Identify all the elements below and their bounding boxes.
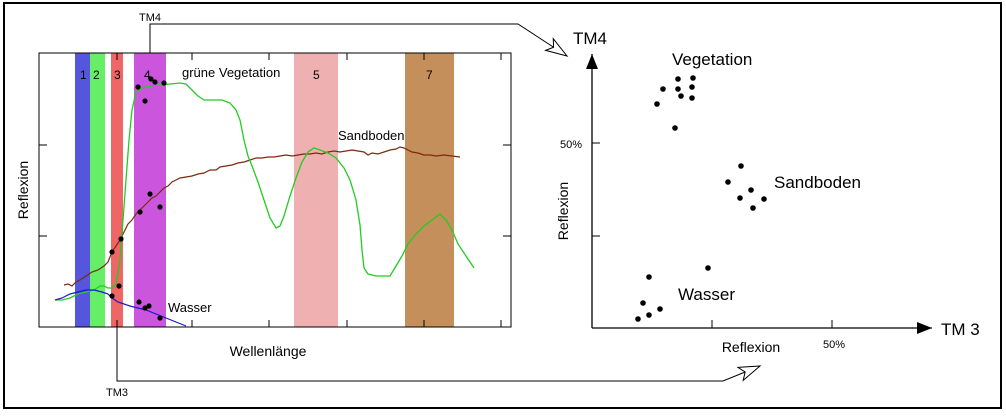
spectral-y-axis-label: Reflexion: [15, 161, 31, 219]
water-curve: [54, 289, 187, 327]
band-4: [134, 53, 166, 327]
scatter-y-axis-title: TM4: [573, 29, 607, 48]
scatter-y-tick-label: 50%: [560, 139, 582, 151]
scatter-x-tick-label: 50%: [823, 339, 845, 351]
vegetation-cluster-points: [654, 75, 696, 131]
scatter-x-axis-title: TM 3: [941, 320, 980, 339]
water-cluster-points: [635, 265, 711, 322]
tm3-connector-label: TM3: [106, 387, 128, 399]
scatter-plot: TM4 TM 3 50% 50% Reflexion Reflexion: [555, 29, 980, 355]
band-label-5: 5: [313, 68, 320, 82]
band-7: [405, 53, 454, 327]
outer-frame: [3, 2, 1002, 409]
band-label-3: 3: [114, 68, 121, 82]
band-5: [294, 53, 338, 327]
tm4-connector-label: TM4: [139, 12, 161, 24]
band-label-1: 1: [80, 68, 87, 82]
band-label-2: 2: [93, 68, 100, 82]
band-label-4: 4: [144, 68, 151, 82]
water-curve-label: Wasser: [168, 300, 212, 315]
band-2: [90, 53, 105, 327]
spectral-plot-frame: [38, 52, 512, 328]
spectral-sample-points: [109, 76, 167, 321]
spectral-ticks: [39, 53, 511, 327]
band-label-7: 7: [426, 68, 433, 82]
sand-cluster-points: [725, 163, 767, 211]
band-1: [75, 53, 90, 327]
water-cluster-label: Wasser: [678, 285, 735, 304]
scatter-y-axis-label: Reflexion: [555, 182, 571, 240]
vegetation-cluster-label: Vegetation: [672, 50, 752, 69]
vegetation-curve-label: grüne Vegetation: [182, 65, 280, 80]
scatter-x-axis-label: Reflexion: [722, 339, 780, 355]
tm3-connector-arrow: [116, 327, 760, 381]
sand-cluster-label: Sandboden: [774, 173, 861, 192]
spectral-x-axis-label: Wellenlänge: [230, 343, 307, 359]
spectral-plot: 1 2 3 4 5 7: [15, 52, 512, 359]
sand-curve-label: Sandboden: [338, 128, 405, 143]
band-connectors: TM4 TM3: [106, 12, 760, 399]
tm4-connector-arrow: [149, 23, 567, 56]
